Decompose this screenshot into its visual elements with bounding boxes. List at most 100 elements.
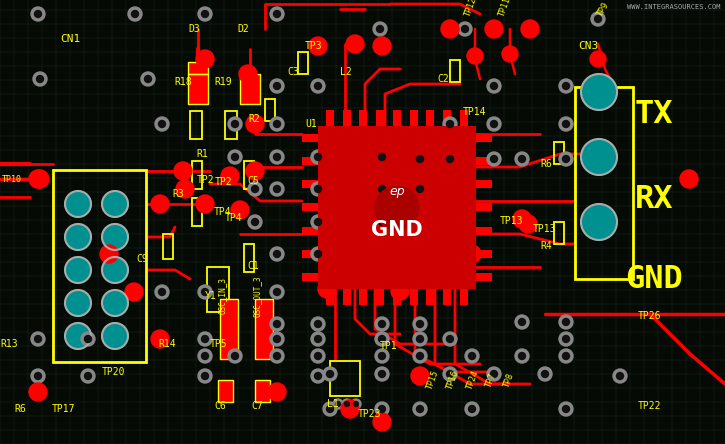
Circle shape (465, 349, 479, 363)
Circle shape (563, 318, 570, 325)
Text: OSC_OUT_3: OSC_OUT_3 (253, 275, 262, 317)
Circle shape (231, 353, 239, 360)
Bar (188, 62, 208, 74)
Circle shape (198, 369, 212, 383)
Circle shape (375, 317, 389, 331)
Bar (255, 380, 270, 402)
Text: CN1: CN1 (60, 34, 80, 44)
Circle shape (413, 332, 427, 346)
Circle shape (591, 12, 605, 26)
Text: GND: GND (625, 263, 683, 294)
Bar (188, 62, 208, 74)
Circle shape (416, 405, 423, 412)
Bar (326, 289, 334, 305)
Bar (376, 110, 384, 126)
Text: TP24: TP24 (465, 369, 480, 391)
Circle shape (563, 120, 570, 127)
Text: TP4: TP4 (214, 207, 231, 217)
Text: R18: R18 (174, 77, 191, 87)
Circle shape (447, 120, 454, 127)
Bar (220, 299, 238, 359)
Circle shape (311, 349, 325, 363)
Bar (376, 289, 384, 305)
Circle shape (102, 290, 128, 316)
Circle shape (315, 83, 321, 90)
Text: TP5: TP5 (210, 339, 228, 349)
Text: R13: R13 (0, 339, 17, 349)
Circle shape (273, 186, 281, 193)
Text: TP20: TP20 (102, 367, 125, 377)
Circle shape (270, 182, 284, 196)
Circle shape (346, 35, 364, 53)
Circle shape (65, 224, 91, 250)
Bar (302, 203, 318, 211)
Circle shape (31, 170, 49, 188)
Circle shape (239, 65, 257, 83)
Circle shape (315, 154, 321, 160)
Circle shape (202, 353, 209, 360)
Circle shape (155, 117, 169, 131)
Circle shape (378, 370, 386, 377)
Text: D2: D2 (237, 24, 249, 34)
Text: CN3: CN3 (578, 41, 598, 51)
Circle shape (563, 405, 570, 412)
Circle shape (375, 150, 389, 164)
Circle shape (680, 170, 698, 188)
Text: R2: R2 (248, 114, 260, 124)
Circle shape (521, 20, 539, 38)
Circle shape (196, 50, 214, 68)
Circle shape (248, 215, 262, 229)
Circle shape (378, 186, 386, 193)
Text: TP3: TP3 (305, 41, 323, 51)
Bar (575, 87, 633, 279)
Circle shape (373, 37, 391, 55)
Circle shape (413, 152, 427, 166)
Text: TP2: TP2 (215, 177, 233, 187)
Text: R6: R6 (540, 159, 552, 169)
Circle shape (465, 402, 479, 416)
Text: C9: C9 (136, 254, 148, 264)
Circle shape (326, 405, 334, 412)
Circle shape (515, 315, 529, 329)
Bar (188, 74, 208, 104)
Circle shape (559, 117, 573, 131)
Circle shape (315, 250, 321, 258)
Circle shape (333, 399, 343, 409)
Text: TP22: TP22 (638, 401, 661, 411)
Bar (255, 299, 273, 359)
Circle shape (441, 210, 459, 228)
Text: TP1: TP1 (380, 341, 397, 351)
Bar (318, 126, 476, 289)
Text: TP23: TP23 (358, 409, 381, 419)
Circle shape (311, 332, 325, 346)
Circle shape (378, 218, 386, 226)
Circle shape (270, 150, 284, 164)
Circle shape (231, 201, 249, 219)
Text: TP10: TP10 (2, 174, 22, 183)
Circle shape (311, 215, 325, 229)
Text: D3: D3 (188, 24, 200, 34)
Circle shape (581, 204, 617, 240)
Circle shape (559, 315, 573, 329)
Circle shape (373, 22, 387, 36)
Circle shape (273, 83, 281, 90)
Bar (188, 74, 208, 104)
Circle shape (202, 289, 209, 296)
Bar (476, 180, 492, 188)
Circle shape (581, 74, 617, 110)
Bar (450, 60, 460, 82)
Text: R3: R3 (172, 189, 183, 199)
Circle shape (33, 72, 47, 86)
Text: C3: C3 (287, 67, 299, 77)
Bar (265, 99, 275, 121)
Bar (330, 361, 360, 396)
Circle shape (85, 336, 91, 342)
Text: TP14: TP14 (463, 107, 486, 117)
Circle shape (342, 399, 352, 409)
Bar (476, 273, 492, 281)
Circle shape (487, 367, 501, 381)
Circle shape (518, 155, 526, 163)
Circle shape (311, 150, 325, 164)
Circle shape (228, 117, 242, 131)
Circle shape (273, 250, 281, 258)
